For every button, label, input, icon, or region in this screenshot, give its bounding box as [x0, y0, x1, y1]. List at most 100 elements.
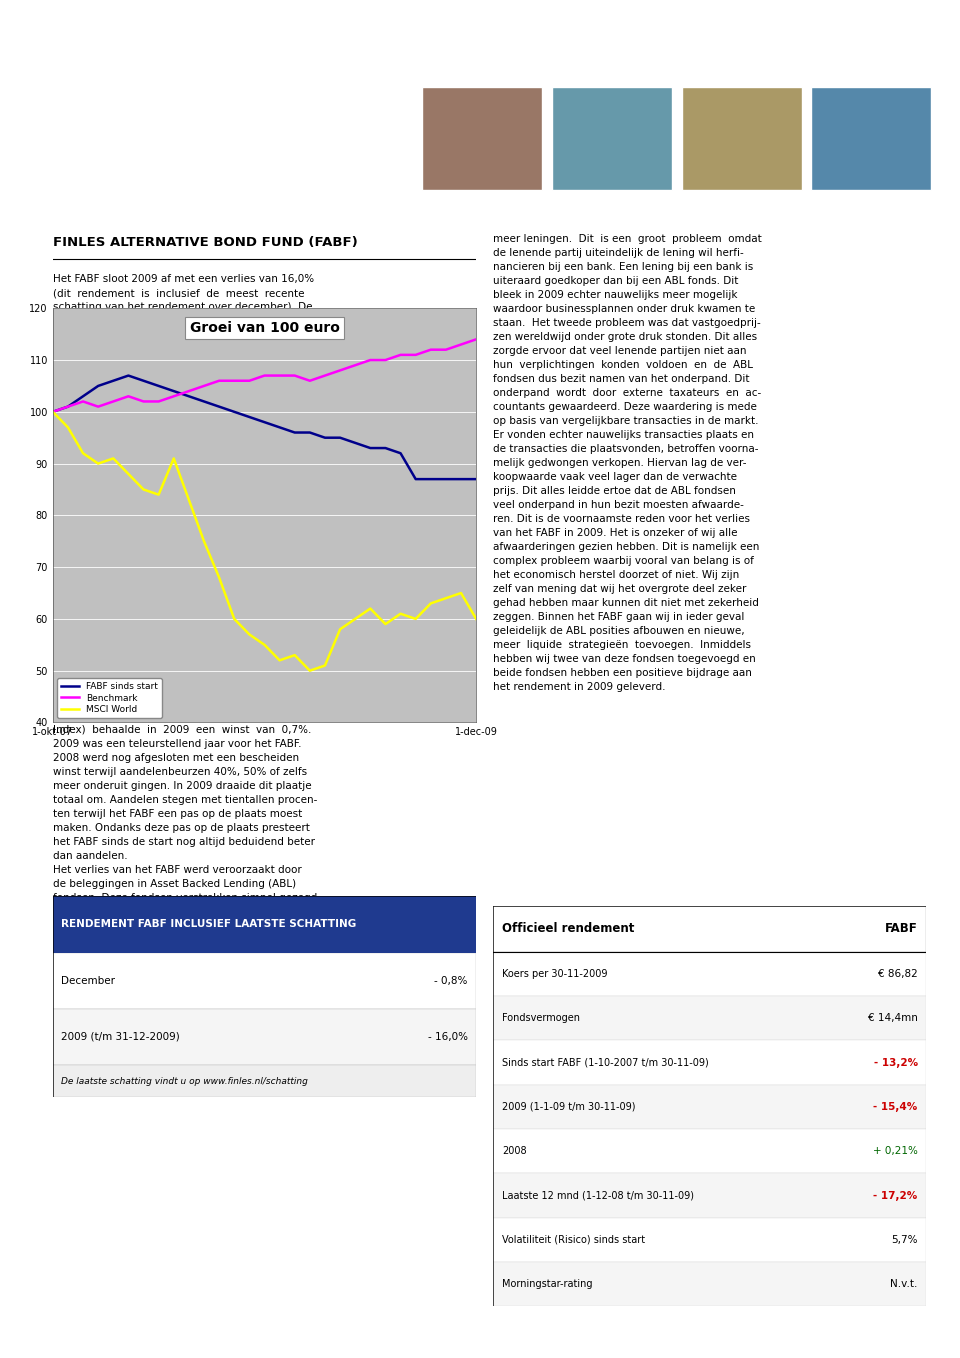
Text: 5,7%: 5,7%	[891, 1234, 918, 1245]
FABF sinds start	[108, 372, 119, 388]
Benchmark	[77, 394, 88, 410]
Bar	[493, 906, 926, 952]
FABF sinds start	[137, 372, 149, 388]
Text: Het FABF sloot 2009 af met een verlies van 16,0%
(dit  rendement  is  inclusief : Het FABF sloot 2009 af met een verlies v…	[53, 274, 314, 312]
Legend: FABF sinds start, Benchmark, MSCI World: FABF sinds start, Benchmark, MSCI World	[58, 678, 161, 718]
Benchmark	[379, 352, 391, 368]
FABF sinds start	[274, 420, 285, 436]
Text: € 86,82: € 86,82	[878, 970, 918, 979]
Benchmark	[470, 331, 482, 348]
Text: Volatiliteit (Risico) sinds start: Volatiliteit (Risico) sinds start	[502, 1234, 645, 1245]
FABF sinds start	[395, 445, 406, 462]
Line: FABF sinds start: FABF sinds start	[53, 376, 476, 479]
Benchmark	[289, 368, 300, 384]
Bar	[493, 1040, 926, 1085]
Benchmark	[47, 403, 59, 420]
FABF sinds start	[198, 394, 209, 410]
Text: - 17,2%: - 17,2%	[874, 1191, 918, 1200]
MSCI World	[258, 637, 271, 653]
Text: Fondsvermogen: Fondsvermogen	[502, 1013, 580, 1024]
MSCI World	[289, 646, 300, 663]
Text: meer leningen.  Dit  is een  groot  probleem  omdat
de lenende partij uiteindeli: meer leningen. Dit is een groot probleem…	[493, 234, 762, 691]
Benchmark	[319, 368, 330, 384]
MSCI World	[410, 611, 421, 627]
Text: - 16,0%: - 16,0%	[428, 1032, 468, 1042]
Bar	[682, 87, 802, 190]
Bar	[53, 952, 476, 1009]
Text: Koers per 30-11-2009: Koers per 30-11-2009	[502, 970, 608, 979]
Benchmark	[395, 346, 406, 363]
Text: - 13,2%: - 13,2%	[874, 1058, 918, 1067]
FABF sinds start	[92, 378, 104, 394]
Text: 2009 (t/m 31-12-2009): 2009 (t/m 31-12-2009)	[61, 1032, 180, 1042]
MSCI World	[92, 455, 104, 471]
FABF sinds start	[153, 378, 164, 394]
Text: 2008: 2008	[502, 1146, 527, 1156]
Benchmark	[108, 394, 119, 410]
Benchmark	[365, 352, 376, 368]
Text: De laatste schatting vindt u op www.finles.nl/schatting: De laatste schatting vindt u op www.finl…	[61, 1077, 308, 1085]
MSCI World	[183, 492, 195, 508]
Text: Sinds start FABF (1-10-2007 t/m 30-11-09): Sinds start FABF (1-10-2007 t/m 30-11-09…	[502, 1058, 708, 1067]
MSCI World	[168, 451, 180, 467]
Text: € 14,4mn: € 14,4mn	[868, 1013, 918, 1024]
Text: Morningstar-rating: Morningstar-rating	[502, 1279, 592, 1289]
Benchmark	[349, 357, 361, 373]
FABF sinds start	[183, 388, 195, 405]
MSCI World	[470, 611, 482, 627]
MSCI World	[62, 420, 74, 436]
Bar	[493, 1218, 926, 1262]
MSCI World	[244, 626, 255, 642]
Text: Laatste 12 mnd (1-12-08 t/m 30-11-09): Laatste 12 mnd (1-12-08 t/m 30-11-09)	[502, 1191, 694, 1200]
FABF sinds start	[258, 414, 271, 430]
MSCI World	[228, 611, 240, 627]
Text: N.v.t.: N.v.t.	[890, 1279, 918, 1289]
FABF sinds start	[289, 424, 300, 440]
Benchmark	[62, 398, 74, 414]
Bar	[811, 87, 931, 190]
Bar	[552, 87, 672, 190]
Bar	[493, 1173, 926, 1218]
Text: 2009 (1-1-09 t/m 30-11-09): 2009 (1-1-09 t/m 30-11-09)	[502, 1101, 636, 1112]
MSCI World	[213, 569, 225, 585]
Benchmark	[425, 341, 437, 357]
MSCI World	[137, 481, 149, 497]
MSCI World	[304, 663, 316, 679]
FABF sinds start	[425, 471, 437, 488]
Text: FINLES ALTERNATIVE BOND FUND (FABF): FINLES ALTERNATIVE BOND FUND (FABF)	[53, 236, 357, 249]
FABF sinds start	[123, 368, 134, 384]
Text: - 15,4%: - 15,4%	[874, 1101, 918, 1112]
Text: Groei van 100 euro: Groei van 100 euro	[189, 320, 340, 334]
Benchmark	[440, 341, 451, 357]
FABF sinds start	[334, 429, 346, 445]
MSCI World	[440, 591, 451, 607]
Text: benchmark (JP Morgan Global Government Bond
Index)  behaalde  in  2009  een  win: benchmark (JP Morgan Global Government B…	[53, 712, 323, 1014]
Benchmark	[228, 372, 240, 388]
Benchmark	[92, 398, 104, 414]
Text: RENDEMENT FABF INCLUSIEF LAATSTE SCHATTING: RENDEMENT FABF INCLUSIEF LAATSTE SCHATTI…	[61, 919, 356, 929]
MSCI World	[379, 617, 391, 633]
FABF sinds start	[168, 383, 180, 399]
Bar	[53, 1065, 476, 1097]
FABF sinds start	[244, 409, 255, 425]
Text: + 0,21%: + 0,21%	[873, 1146, 918, 1156]
FABF sinds start	[213, 398, 225, 414]
MSCI World	[455, 585, 467, 602]
FABF sinds start	[304, 424, 316, 440]
FABF sinds start	[410, 471, 421, 488]
FABF sinds start	[349, 435, 361, 451]
MSCI World	[349, 611, 361, 627]
Benchmark	[183, 383, 195, 399]
MSCI World	[319, 657, 330, 674]
Benchmark	[304, 372, 316, 388]
MSCI World	[425, 595, 437, 611]
Benchmark	[410, 346, 421, 363]
Benchmark	[334, 363, 346, 379]
MSCI World	[395, 606, 406, 622]
MSCI World	[334, 621, 346, 637]
MSCI World	[198, 534, 209, 550]
Bar	[422, 87, 542, 190]
Line: MSCI World: MSCI World	[53, 411, 476, 671]
FABF sinds start	[379, 440, 391, 456]
FABF sinds start	[47, 403, 59, 420]
